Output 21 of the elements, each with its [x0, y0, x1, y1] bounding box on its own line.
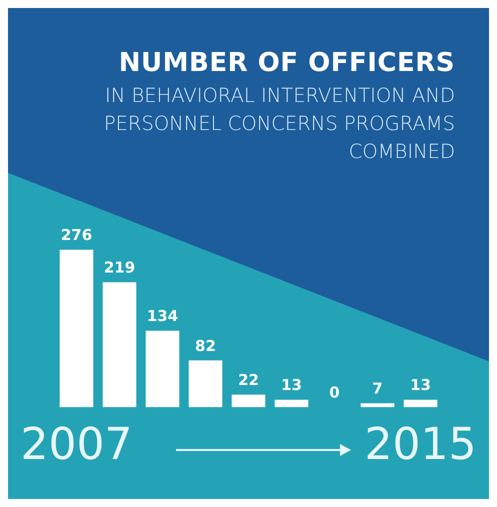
data-label: 13 [410, 376, 431, 394]
chart-subtitle: IN BEHAVIORAL INTERVENTION AND PERSONNEL CONCERNS PROGRAMS COMBINED [102, 83, 455, 165]
data-label: 7 [372, 380, 383, 398]
bar [404, 400, 438, 408]
bar [232, 394, 266, 408]
bar [188, 360, 222, 408]
x-tick-label: 2007 [20, 419, 132, 470]
data-label: 82 [195, 336, 216, 355]
data-label: 13 [281, 376, 302, 394]
bar [274, 400, 308, 408]
data-label: 0 [329, 384, 340, 402]
bar [60, 250, 94, 408]
chart-title: NUMBER OF OFFICERS [118, 48, 455, 78]
bar [102, 282, 136, 408]
x-tick-label: 2015 [364, 419, 477, 470]
data-label: 22 [238, 371, 259, 390]
data-label: 134 [146, 307, 178, 326]
data-label: 276 [60, 226, 92, 244]
data-label: 219 [104, 258, 136, 277]
bar [146, 330, 180, 408]
bar [360, 403, 394, 408]
